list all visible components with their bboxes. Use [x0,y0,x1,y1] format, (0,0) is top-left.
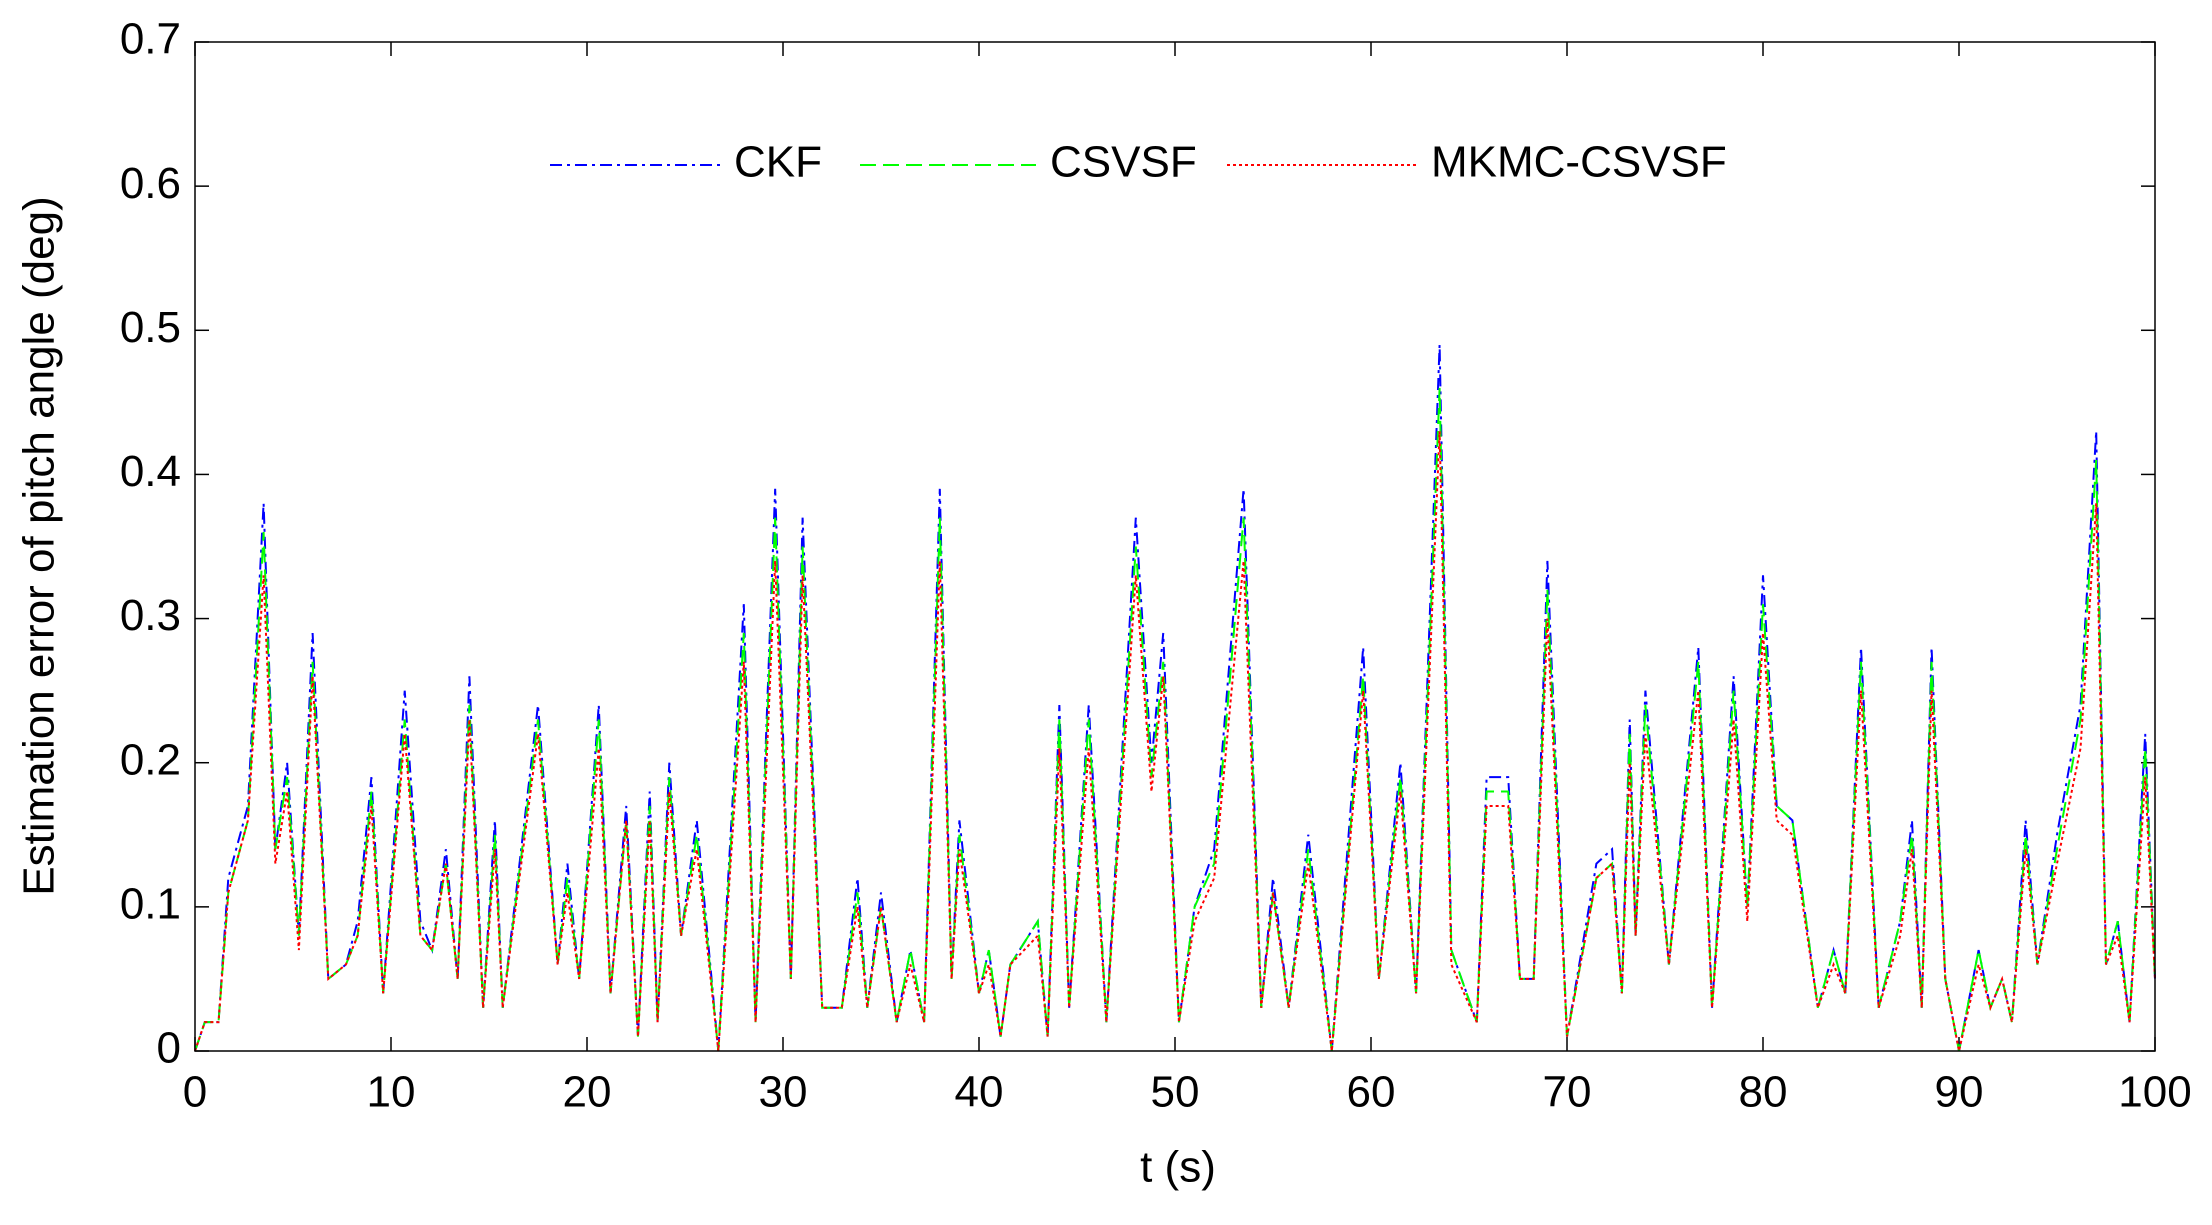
x-tick-label: 70 [1543,1068,1592,1117]
y-tick-label: 0.2 [120,735,181,784]
legend-label: MKMC-CSVSF [1431,138,1727,187]
y-tick-label: 0 [157,1024,181,1073]
x-tick-label: 80 [1739,1068,1788,1117]
series-line [194,387,2156,1052]
x-tick-label: 90 [1935,1068,1984,1117]
plot-frame [194,41,2156,1052]
legend-label: CKF [734,138,822,187]
x-tick-label: 100 [2118,1068,2191,1117]
y-tick-label: 0.6 [120,159,181,208]
legend-label: CSVSF [1050,138,1197,187]
y-tick-label: 0.4 [120,447,181,496]
x-tick-label: 30 [759,1068,808,1117]
x-tick-label: 0 [183,1068,207,1117]
y-tick-label: 0.5 [120,303,181,352]
x-tick-label: 40 [955,1068,1004,1117]
x-tick-label: 20 [563,1068,612,1117]
y-tick-label: 0.1 [120,879,181,928]
y-axis-label: Estimation error of pitch angle (deg) [15,196,64,895]
x-axis-label: t (s) [1140,1143,1216,1192]
x-tick-label: 50 [1151,1068,1200,1117]
y-tick-label: 0.7 [120,15,181,64]
series-line [194,431,2156,1052]
y-tick-label: 0.3 [120,591,181,640]
x-tick-label: 10 [367,1068,416,1117]
x-tick-label: 60 [1347,1068,1396,1117]
